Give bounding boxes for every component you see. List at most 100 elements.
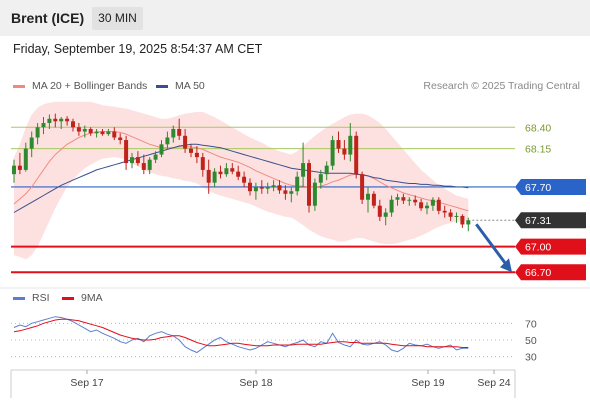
candle xyxy=(448,209,453,222)
candle xyxy=(342,140,347,160)
candle-body xyxy=(454,215,459,217)
candle-body xyxy=(112,131,117,138)
candle xyxy=(436,197,441,215)
candle xyxy=(295,171,300,196)
candle xyxy=(189,144,193,158)
candle xyxy=(389,195,394,217)
candle-body xyxy=(141,163,146,170)
candle-body xyxy=(318,174,323,183)
timeframe-button[interactable]: 30 MIN xyxy=(92,7,143,30)
candle-body xyxy=(189,148,193,153)
candle xyxy=(230,163,235,175)
candle xyxy=(454,212,459,223)
rsi-ma-line xyxy=(13,318,469,348)
candle xyxy=(442,205,447,218)
candle-body xyxy=(436,199,441,211)
candle-body xyxy=(135,157,140,164)
candle-body xyxy=(124,140,129,164)
candle xyxy=(366,186,370,213)
candle-body xyxy=(265,186,270,189)
candle-body xyxy=(82,128,87,132)
candle xyxy=(159,140,164,158)
candle-body xyxy=(395,197,400,200)
x-tick-label: Sep 18 xyxy=(239,377,272,389)
pivot-price-tag-bg xyxy=(515,178,586,195)
candle xyxy=(194,146,199,164)
candle-body xyxy=(430,199,435,206)
candle-body xyxy=(348,135,353,155)
candle xyxy=(371,191,376,209)
candle-body xyxy=(218,171,223,175)
candle-body xyxy=(259,186,264,189)
candle xyxy=(348,123,353,162)
header-bar: Brent (ICE) 30 MIN xyxy=(0,0,590,36)
candle-body xyxy=(307,163,311,206)
candle xyxy=(82,125,87,138)
candle-body xyxy=(236,171,241,177)
candle-body xyxy=(183,135,188,149)
candle xyxy=(224,163,229,177)
candle-body xyxy=(377,205,382,217)
candle xyxy=(23,142,28,172)
candle-body xyxy=(448,212,453,217)
candle-body xyxy=(283,190,288,194)
candle-body xyxy=(301,163,306,177)
candle xyxy=(466,217,471,232)
candle xyxy=(206,159,211,194)
candle xyxy=(324,161,329,181)
candle xyxy=(236,165,241,181)
candle-body xyxy=(171,128,176,138)
candle-body xyxy=(425,205,429,209)
bollinger-band xyxy=(14,101,469,260)
research-credit: Research © 2025 Trading Central xyxy=(423,80,580,92)
candle xyxy=(177,118,182,141)
candle xyxy=(407,197,412,206)
candle-body xyxy=(59,118,64,122)
support-price-tag-bg xyxy=(515,238,586,255)
candle xyxy=(47,114,52,129)
ma50-legend-label: MA 50 xyxy=(175,80,205,92)
candle-body xyxy=(200,157,205,170)
candle-body xyxy=(366,193,370,200)
candle xyxy=(53,113,58,128)
candle-body xyxy=(76,127,81,132)
resistance-label: 68.40 xyxy=(525,122,551,134)
candle-body xyxy=(360,174,365,200)
candle-body xyxy=(419,202,424,209)
candle-body xyxy=(330,140,335,166)
candle xyxy=(106,128,111,136)
candle-body xyxy=(106,131,111,135)
candle-body xyxy=(224,168,229,175)
candle-body xyxy=(354,135,359,175)
candle xyxy=(94,128,99,138)
forecast-arrow-shaft xyxy=(475,223,508,266)
pivot-price-tag: 67.70 xyxy=(525,182,551,194)
candle xyxy=(29,131,34,158)
candle-body xyxy=(118,137,123,141)
candle xyxy=(360,171,365,205)
candle xyxy=(153,151,158,164)
candle xyxy=(395,193,400,206)
candle xyxy=(283,185,288,200)
candle-body xyxy=(17,165,22,170)
instrument-title: Brent (ICE) xyxy=(11,10,85,26)
x-tick-label: Sep 19 xyxy=(411,377,444,389)
candle-body xyxy=(100,131,105,135)
ma20-legend-label: MA 20 + Bollinger Bands xyxy=(32,80,148,92)
candle-body xyxy=(53,118,58,122)
candle xyxy=(318,169,323,189)
candle-body xyxy=(413,199,418,203)
candle-body xyxy=(130,157,134,164)
candle xyxy=(277,180,282,194)
candle-body xyxy=(88,128,93,134)
candle xyxy=(118,133,123,145)
candle-body xyxy=(460,215,465,225)
candle-body xyxy=(242,176,247,183)
candle-body xyxy=(324,165,329,175)
candle-body xyxy=(295,176,300,192)
resistance-label: 68.15 xyxy=(525,144,551,156)
candle xyxy=(165,131,170,149)
candle-body xyxy=(253,186,258,192)
candle-body xyxy=(194,152,199,158)
